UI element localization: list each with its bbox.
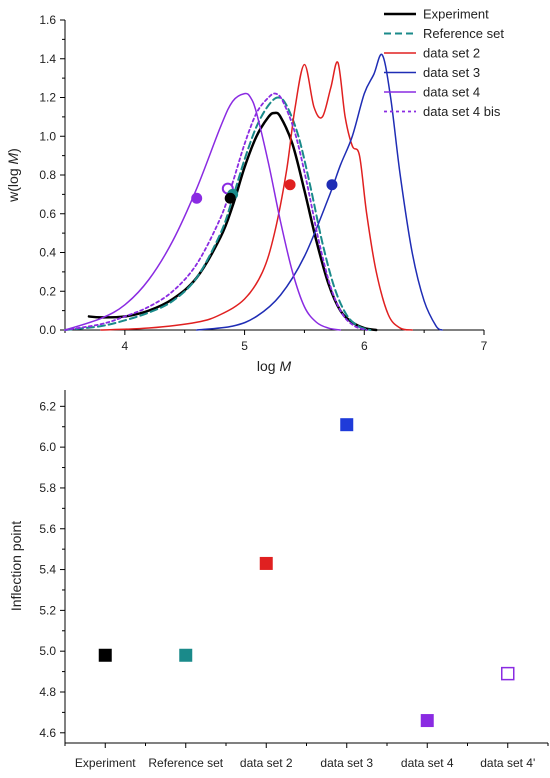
legend-label-experiment: Experiment — [423, 7, 489, 22]
chart1-x-tick-label: 6 — [361, 339, 368, 353]
series-line-experiment — [87, 111, 378, 332]
inflection-marker — [191, 192, 203, 204]
series-line-reference-set — [64, 96, 372, 331]
chart2-x-tick-label: Reference set — [148, 756, 223, 770]
series-line-data-set-2 — [100, 61, 413, 331]
distribution-chart: 4 5 6 7 0.0 0.2 0.4 0.6 0.8 1.0 1.2 1.4 1.6 log M w… — [5, 7, 504, 375]
legend-label-data-set-4: data set 4 — [423, 85, 480, 100]
chart1-y-tick-label: 1.6 — [39, 13, 56, 27]
chart1-y-tick-label: 0.8 — [39, 168, 56, 182]
chart2-y-axis-title: Inflection point — [8, 521, 24, 611]
chart2-x-tick-label: data set 4' — [480, 756, 535, 770]
chart2-y-ticks: 4.6 4.8 5.0 5.2 5.4 5.6 5.8 6.0 6.2 — [39, 399, 65, 740]
chart1-y-tick-label: 0.6 — [39, 207, 56, 221]
inflection-marker — [224, 192, 236, 204]
chart1-series-lines — [64, 53, 443, 332]
chart2-y-tick-label: 5.2 — [39, 603, 56, 617]
point-reference-set — [179, 648, 193, 662]
chart2-x-tick-label: data set 3 — [320, 756, 373, 770]
chart1-y-axis-title: w(log M) — [5, 148, 21, 203]
point-data-set-4 — [420, 714, 434, 728]
point-data-set-3 — [340, 418, 354, 432]
legend-label-data-set-3: data set 3 — [423, 65, 480, 80]
chart1-x-tick-label: 5 — [241, 339, 248, 353]
chart2-x-tick-label: data set 4 — [401, 756, 454, 770]
chart1-x-tick-label: 7 — [481, 339, 488, 353]
chart1-x-tick-label: 4 — [122, 339, 129, 353]
chart1-y-tick-label: 0.0 — [39, 323, 56, 337]
chart2-y-tick-label: 5.0 — [39, 644, 56, 658]
chart1-y-tick-label: 0.2 — [39, 284, 56, 298]
chart2-y-tick-label: 6.2 — [39, 399, 56, 413]
series-line-data-set-3 — [195, 53, 443, 331]
chart1-y-ticks: 0.0 0.2 0.4 0.6 0.8 1.0 1.2 1.4 1.6 — [39, 13, 65, 337]
chart2-y-tick-label: 5.6 — [39, 522, 56, 536]
legend-label-data-set-2: data set 2 — [423, 46, 480, 61]
chart1-y-tick-label: 1.2 — [39, 91, 56, 105]
chart2-y-tick-label: 5.4 — [39, 563, 56, 577]
inflection-point-chart: 4.6 4.8 5.0 5.2 5.4 5.6 5.8 6.0 6.2 Experiment Re… — [8, 390, 549, 770]
point-data-set-4 — [501, 666, 515, 681]
chart2-y-tick-label: 4.8 — [39, 685, 56, 699]
series-line-data-set-4 — [64, 92, 342, 331]
legend-label-data-set-4-bis: data set 4 bis — [423, 104, 501, 119]
chart2-x-tick-label: data set 2 — [240, 756, 293, 770]
chart2-y-tick-label: 6.0 — [39, 440, 56, 454]
chart2-points — [98, 418, 515, 728]
inflection-marker — [326, 179, 338, 191]
chart1-inflection-markers — [191, 179, 338, 204]
chart2-y-tick-label: 5.8 — [39, 481, 56, 495]
inflection-marker — [284, 179, 296, 191]
chart1-x-ticks: 4 5 6 7 — [64, 330, 488, 353]
series-line-data-set-4-bis — [64, 92, 368, 331]
chart2-x-tick-label: Experiment — [75, 756, 136, 770]
legend-label-reference-set: Reference set — [423, 26, 504, 41]
chart1-legend: Experiment Reference set data set 2 data se… — [384, 7, 504, 119]
chart1-y-tick-label: 0.4 — [39, 246, 56, 260]
point-data-set-2 — [259, 556, 273, 570]
chart1-y-tick-label: 1.0 — [39, 129, 56, 143]
chart1-y-tick-label: 1.4 — [39, 52, 56, 66]
chart2-y-tick-label: 4.6 — [39, 726, 56, 740]
chart1-x-axis-title: log M — [257, 358, 292, 374]
chart2-x-ticks: Experiment Reference set data set 2 data se… — [64, 743, 549, 770]
point-experiment — [98, 648, 112, 662]
